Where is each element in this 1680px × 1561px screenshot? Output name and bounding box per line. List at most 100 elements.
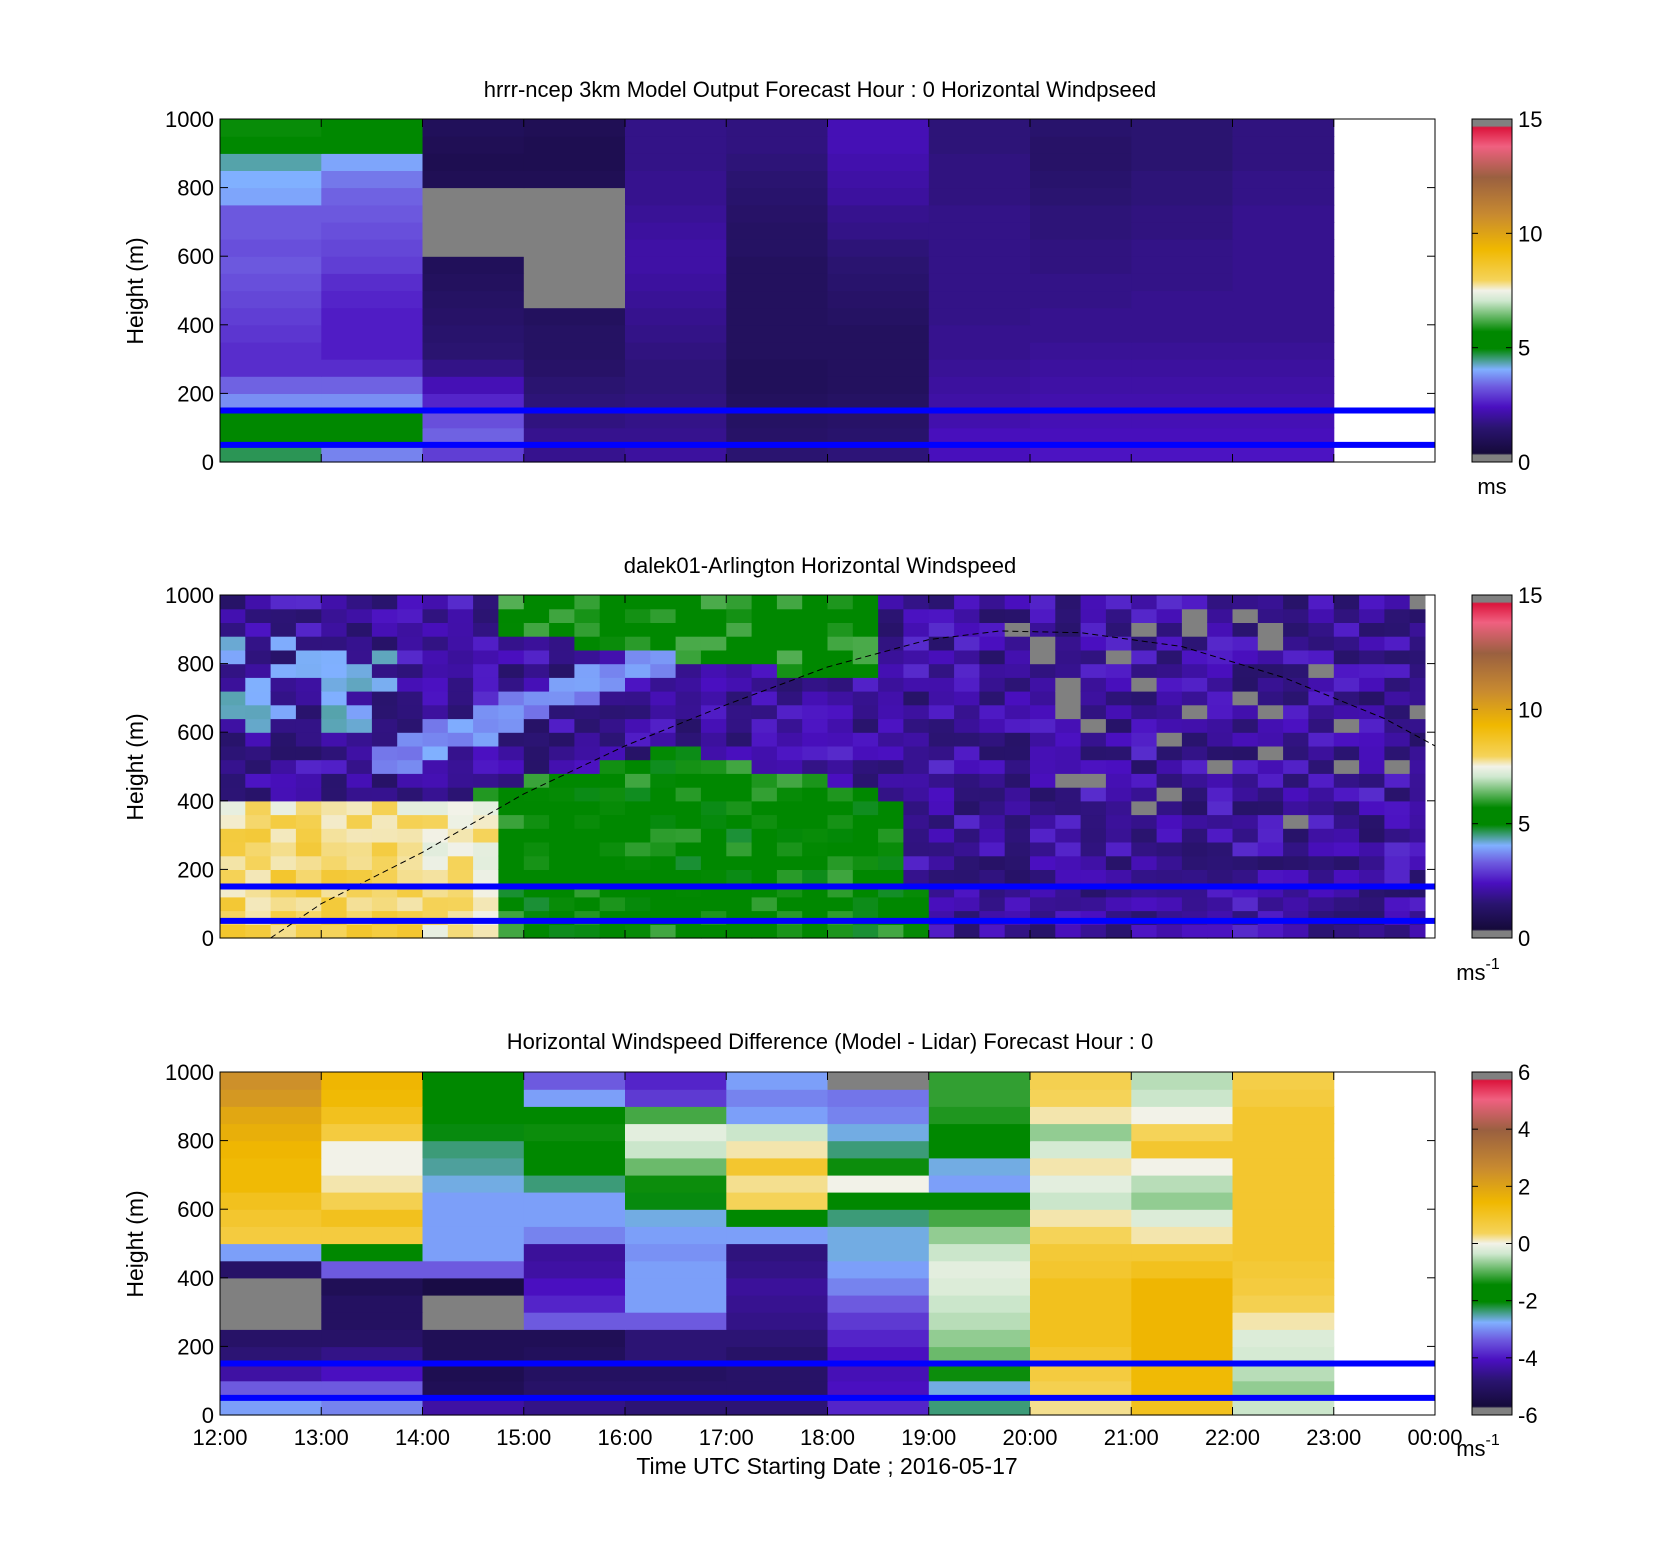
heatmap-cell <box>321 924 348 939</box>
heatmap-cell <box>1004 745 1031 761</box>
heatmap-cell <box>1131 855 1158 870</box>
heatmap-cell <box>220 1260 322 1279</box>
heatmap-cell <box>473 718 499 733</box>
heatmap-cell <box>1055 855 1082 870</box>
heatmap-cell <box>321 718 348 733</box>
heatmap-cell <box>295 704 322 720</box>
heatmap-cell <box>1257 842 1284 857</box>
heatmap-cell <box>776 718 803 733</box>
heatmap-cell <box>726 896 753 912</box>
heatmap-cell <box>371 842 398 857</box>
heatmap-cell <box>498 869 525 884</box>
heatmap-cell <box>802 773 829 788</box>
heatmap-cell <box>1333 759 1360 774</box>
heatmap-cell <box>397 622 424 637</box>
heatmap-cell <box>1359 649 1385 665</box>
heatmap-cell <box>726 359 829 377</box>
heatmap-cell <box>599 608 626 623</box>
colorbar-tick-label: 6 <box>1518 1060 1530 1085</box>
heatmap-cell <box>220 636 246 651</box>
heatmap-cell <box>1232 732 1259 747</box>
heatmap-cell <box>1257 773 1284 788</box>
heatmap-cell <box>979 718 1006 733</box>
heatmap-cell <box>321 221 424 240</box>
heatmap-cell <box>1131 410 1234 429</box>
heatmap-cell <box>523 691 550 706</box>
heatmap-cell <box>852 608 879 623</box>
heatmap-cell <box>751 622 778 637</box>
heatmap-cell <box>1207 649 1234 665</box>
heatmap-cell <box>321 444 424 463</box>
heatmap-cell <box>878 718 904 733</box>
heatmap-cell <box>1333 718 1360 733</box>
heatmap-cell <box>1359 595 1385 610</box>
heatmap-cell <box>1131 773 1158 788</box>
heatmap-cell <box>928 187 1031 206</box>
heatmap-cell <box>1131 814 1158 829</box>
heatmap-cell <box>422 1277 525 1296</box>
heatmap-cell <box>700 814 727 829</box>
heatmap-cell <box>1232 427 1335 446</box>
heatmap-cell <box>1030 745 1056 761</box>
heatmap-cells <box>220 595 1426 939</box>
heatmap-cell <box>321 855 348 870</box>
heatmap-cell <box>473 828 499 843</box>
heatmap-cell <box>675 787 702 802</box>
heatmap-cell <box>625 869 651 884</box>
heatmap-cell <box>726 814 753 829</box>
heatmap-cell <box>928 787 955 802</box>
heatmap-cell <box>1181 622 1208 637</box>
heatmap-cell <box>878 745 904 761</box>
x-tick-label: 19:00 <box>901 1425 956 1450</box>
heatmap-cell <box>1156 924 1183 939</box>
heatmap-cell <box>1030 691 1056 706</box>
heatmap-cell <box>220 677 246 692</box>
heatmap-cell <box>1232 1346 1335 1365</box>
heatmap-cell <box>1409 855 1426 870</box>
heatmap-cell <box>270 608 297 623</box>
heatmap-cell <box>1207 842 1234 857</box>
heatmap-cell <box>1030 119 1132 137</box>
heatmap-cell <box>1181 732 1208 747</box>
heatmap-cell <box>523 359 626 377</box>
heatmap-cell <box>827 221 930 240</box>
heatmap-cell <box>726 732 753 747</box>
heatmap-cell <box>422 204 525 223</box>
y-tick-label: 400 <box>177 1266 214 1291</box>
heatmap-cell <box>878 732 904 747</box>
heatmap-cell <box>1105 842 1132 857</box>
heatmap-cell <box>599 663 626 678</box>
heatmap-cell <box>422 221 525 240</box>
heatmap-cell <box>827 341 930 360</box>
heatmap-cell <box>220 187 322 206</box>
heatmap-cell <box>295 636 322 651</box>
heatmap-cell <box>523 896 550 912</box>
heatmap-cell <box>726 649 753 665</box>
panel-title: dalek01-Arlington Horizontal Windspeed <box>624 553 1017 578</box>
heatmap-cell <box>726 1226 829 1245</box>
colorbar-gradient <box>1471 118 1513 463</box>
heatmap-cell <box>599 759 626 774</box>
heatmap-cell <box>1030 828 1056 843</box>
heatmap-cell <box>321 1192 424 1210</box>
heatmap-cell <box>295 595 322 610</box>
heatmap-cell <box>700 732 727 747</box>
heatmap-cell <box>827 1123 930 1142</box>
heatmap-cell <box>447 759 474 774</box>
heatmap-cell <box>625 1192 727 1210</box>
heatmap-cell <box>1004 595 1031 610</box>
heatmap-cell <box>928 324 1031 343</box>
heatmap-cell <box>447 677 474 692</box>
heatmap-cell <box>473 595 499 610</box>
heatmap-cell <box>650 869 677 884</box>
heatmap-cell <box>928 759 955 774</box>
heatmap-cell <box>827 1140 930 1159</box>
heatmap-cell <box>726 1089 829 1107</box>
heatmap-cell <box>979 759 1006 774</box>
heatmap-cell <box>726 1260 829 1279</box>
x-tick-label: 21:00 <box>1104 1425 1159 1450</box>
heatmap-cell <box>1105 814 1132 829</box>
heatmap-cell <box>1156 869 1183 884</box>
heatmap-cell <box>1257 622 1284 637</box>
heatmap-cell <box>1308 663 1335 678</box>
